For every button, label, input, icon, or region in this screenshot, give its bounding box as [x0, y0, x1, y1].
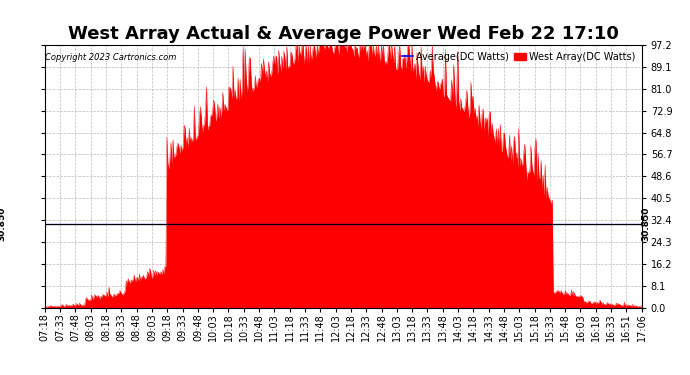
Text: 30.850: 30.850 [0, 207, 6, 242]
Title: West Array Actual & Average Power Wed Feb 22 17:10: West Array Actual & Average Power Wed Fe… [68, 26, 619, 44]
Legend: Average(DC Watts), West Array(DC Watts): Average(DC Watts), West Array(DC Watts) [400, 50, 637, 64]
Text: Copyright 2023 Cartronics.com: Copyright 2023 Cartronics.com [46, 53, 177, 62]
Text: 30.850: 30.850 [642, 207, 651, 242]
